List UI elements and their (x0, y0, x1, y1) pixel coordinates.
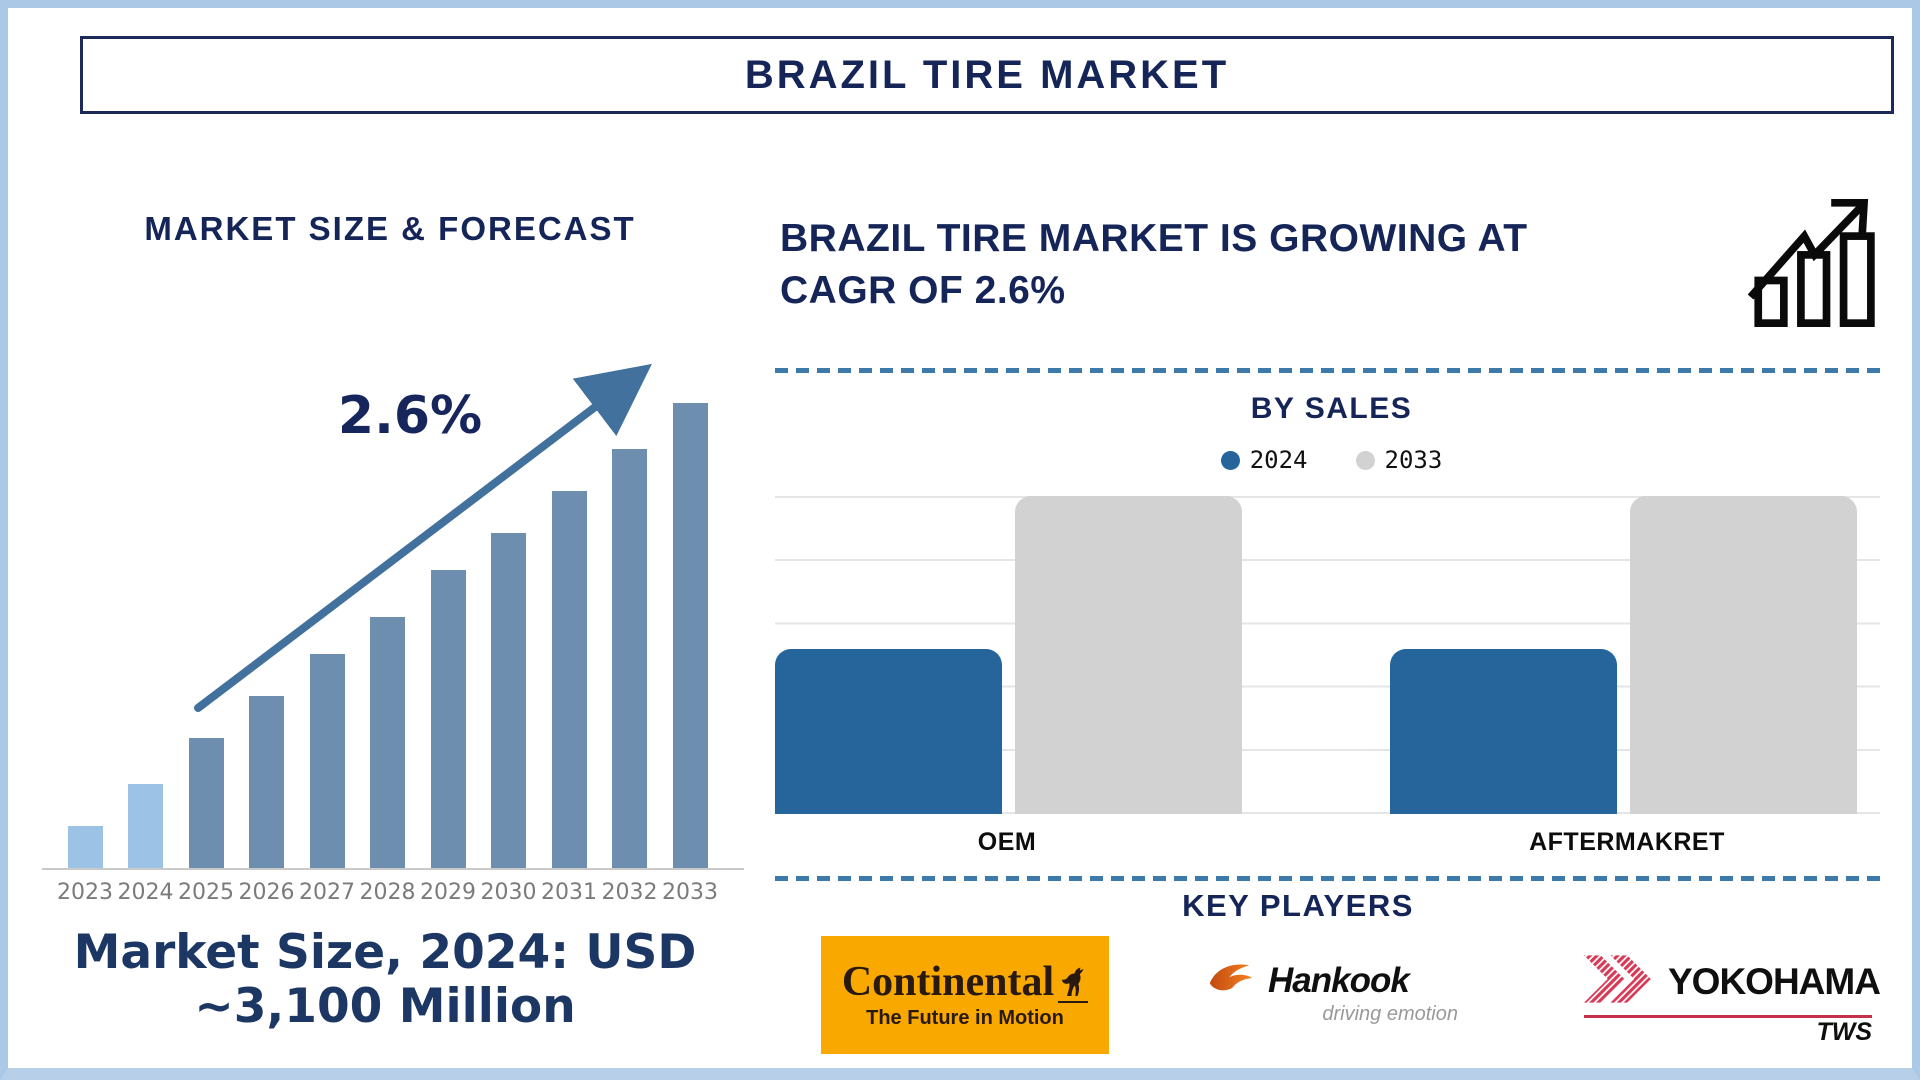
legend-dot (1220, 450, 1240, 470)
continental-tagline: The Future in Motion (866, 1006, 1064, 1029)
continental-logo: Continental The Future in Motion (821, 936, 1109, 1054)
bar-AFTERMAKRET-2024 (1390, 649, 1617, 814)
bar-2024 (128, 784, 163, 868)
category-label-aftermarket: AFTERMAKRET (1529, 828, 1725, 856)
by-sales-legend: 2024 2033 (775, 446, 1888, 474)
year-label: 2026 (238, 880, 295, 905)
market-bar-column (116, 784, 176, 868)
year-label: 2031 (541, 880, 597, 905)
right-headline-line2: CAGR OF 2.6% (780, 268, 1066, 312)
bar-2027 (309, 654, 345, 868)
market-bar-column (176, 738, 236, 868)
market-bar-column (600, 449, 660, 868)
year-label: 2032 (601, 880, 658, 905)
right-headline-line1: BRAZIL TIRE MARKET IS GROWING AT (780, 217, 1528, 260)
year-label: 2028 (359, 880, 416, 905)
bar-AFTERMAKRET-2033 (1630, 496, 1857, 814)
year-label: 2025 (178, 880, 234, 905)
category-label-oem: OEM (977, 828, 1037, 856)
x-axis-labels: 2023 2024 2025 2026 2027 2028 2029 2030 2031 2032… (55, 880, 720, 905)
market-bar-column (55, 826, 115, 868)
year-label: 2024 (117, 880, 174, 905)
year-label: 2023 (57, 880, 113, 905)
title-banner: BRAZIL TIRE MARKET (80, 36, 1894, 114)
dashed-divider-top (775, 368, 1888, 373)
market-size-note-line2: ~3,100 Million (194, 978, 576, 1034)
bar-OEM-2033 (1015, 496, 1242, 814)
dashed-divider-bottom (775, 876, 1888, 881)
by-sales-title: BY SALES (1250, 392, 1413, 425)
right-headline: BRAZIL TIRE MARKET IS GROWING AT CAGR OF… (780, 213, 1680, 317)
yokohama-chevron-icon (1584, 952, 1662, 1011)
hankook-wing-icon (1208, 960, 1262, 1001)
bar-2025 (188, 738, 224, 868)
market-bar-column (539, 491, 599, 868)
continental-name: Continental (841, 958, 1055, 1005)
legend-item-2024: 2024 (1220, 446, 1308, 474)
market-bar-column (479, 533, 539, 868)
year-label: 2029 (420, 880, 476, 905)
market-bar-column (358, 617, 418, 868)
bar-2028 (370, 617, 405, 868)
cagr-annotation: 2.6% (337, 386, 483, 446)
year-label: 2030 (480, 880, 537, 905)
hankook-logo: Hankook driving emotion (1208, 960, 1458, 1026)
continental-wordmark: Continental (841, 958, 1089, 1005)
legend-label: 2024 (1249, 446, 1308, 474)
legend-label: 2033 (1384, 446, 1443, 474)
yokohama-logo: YOKOHAMA TWS (1584, 952, 1881, 1047)
bar-2031 (551, 491, 587, 868)
x-axis-line (42, 868, 744, 870)
market-bar-column (297, 654, 357, 868)
yokohama-name: YOKOHAMA (1668, 960, 1881, 1002)
by-sales-plot (775, 496, 1880, 814)
bar-2023 (67, 826, 103, 868)
yokohama-wordmark: YOKOHAMA (1584, 952, 1881, 1011)
hankook-wordmark: Hankook (1208, 960, 1458, 1001)
bar-2033 (672, 403, 708, 868)
bar-2026 (249, 696, 284, 868)
page-title: BRAZIL TIRE MARKET (744, 52, 1230, 97)
market-bar-column (660, 403, 720, 868)
year-label: 2033 (662, 880, 718, 905)
bar-2032 (612, 449, 647, 868)
legend-item-2033: 2033 (1355, 446, 1443, 474)
market-size-note-line1: Market Size, 2024: USD (73, 925, 697, 980)
hankook-name: Hankook (1268, 960, 1410, 1000)
growth-chart-icon (1748, 198, 1875, 327)
hankook-tagline: driving emotion (1322, 1003, 1458, 1025)
market-bar-column (237, 696, 297, 868)
left-chart-heading: MARKET SIZE & FORECAST (144, 210, 636, 247)
bar-OEM-2024 (775, 649, 1002, 814)
market-size-bar-chart (55, 403, 720, 868)
year-label: 2027 (299, 880, 355, 905)
legend-dot (1355, 450, 1375, 470)
horse-icon (1058, 963, 1089, 1003)
market-bar-column (418, 570, 478, 868)
bar-2029 (430, 570, 466, 868)
bar-2030 (491, 533, 526, 868)
market-size-note: Market Size, 2024: USD ~3,100 Million (40, 926, 730, 1033)
yokohama-red-line (1584, 1015, 1872, 1018)
key-players-title: KEY PLAYERS (1182, 888, 1414, 923)
yokohama-tws: TWS (1816, 1018, 1872, 1046)
